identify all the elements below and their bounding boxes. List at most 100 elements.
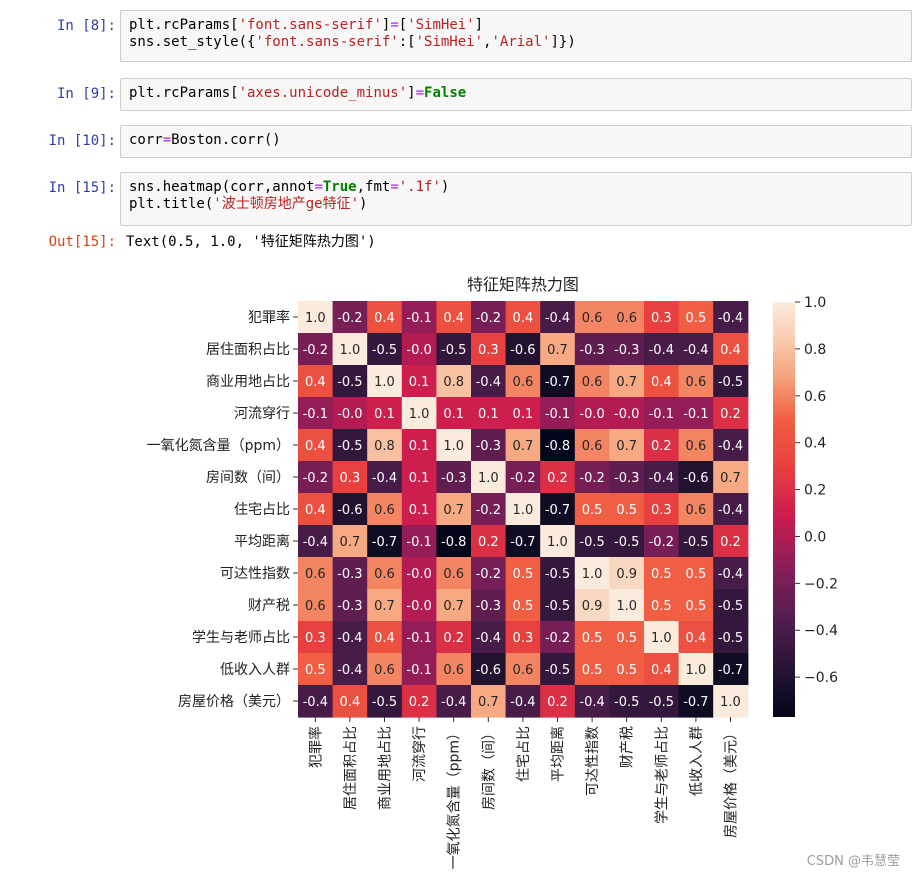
heatmap-cell [436, 461, 472, 494]
heatmap-cell [471, 493, 507, 526]
code-cell-9[interactable]: plt.rcParams['axes.unicode_minus']=False [120, 78, 912, 111]
cell-annotation: -0.4 [303, 695, 328, 710]
heatmap-cell [678, 557, 714, 590]
heatmap-cell [367, 461, 403, 494]
cell-annotation: 0.5 [686, 599, 707, 614]
cell-annotation: -0.1 [406, 535, 431, 550]
heatmap-cell [540, 429, 576, 462]
cell-annotation: -0.4 [510, 695, 535, 710]
heatmap-cell [332, 429, 368, 462]
cell-annotation: 1.0 [547, 535, 568, 550]
code-cell-15[interactable]: sns.heatmap(corr,annot=True,fmt='.1f') pl… [120, 172, 912, 226]
heatmap-cell [436, 621, 472, 654]
cell-annotation: 0.6 [374, 567, 395, 582]
cell-annotation: 0.3 [513, 631, 534, 646]
cell-annotation: -0.2 [476, 503, 501, 518]
cell-annotation: -0.0 [406, 343, 431, 358]
heatmap-cell [332, 461, 368, 494]
cell-annotation: 0.4 [305, 375, 326, 390]
cell-annotation: 0.2 [651, 439, 672, 454]
cell-annotation: 0.2 [478, 535, 499, 550]
heatmap-cell [713, 397, 749, 430]
cell-annotation: 0.9 [616, 567, 637, 582]
heatmap-cell [367, 429, 403, 462]
heatmap-cell [401, 493, 437, 526]
heatmap-cell [574, 557, 610, 590]
heatmap-cell [298, 461, 334, 494]
heatmap-cell [678, 461, 714, 494]
heatmap-cell [401, 397, 437, 430]
y-tick-label: 可达性指数 [220, 566, 290, 582]
cell-annotation: 0.7 [443, 503, 464, 518]
heatmap-cell [644, 589, 680, 622]
cell-annotation: -0.3 [614, 343, 639, 358]
cell-annotation: -0.2 [579, 471, 604, 486]
cell-annotation: 0.1 [409, 439, 430, 454]
cell-annotation: 0.5 [582, 631, 603, 646]
heatmap-cell [367, 557, 403, 590]
code-cell-10[interactable]: corr=Boston.corr() [120, 125, 912, 158]
heatmap-cell [436, 397, 472, 430]
cell-annotation: -0.4 [718, 311, 743, 326]
cell-annotation: -0.3 [337, 599, 362, 614]
y-tick-label: 商业用地占比 [206, 374, 290, 390]
cell-annotation: 0.5 [513, 567, 534, 582]
cell-prompt-9: In [9]: [56, 86, 116, 102]
cell-annotation: -0.4 [683, 343, 708, 358]
code-cell-8[interactable]: plt.rcParams['font.sans-serif']=['SimHei… [120, 10, 912, 62]
heatmap-cell [298, 621, 334, 654]
colorbar-tick-label: 0.0 [804, 529, 826, 545]
heatmap-cell [540, 557, 576, 590]
cell-annotation: -0.1 [649, 407, 674, 422]
heatmap-cell [713, 493, 749, 526]
cell-annotation: 0.2 [443, 631, 464, 646]
cell-annotation: -0.1 [406, 631, 431, 646]
heatmap-cell [540, 397, 576, 430]
heatmap-cell [401, 557, 437, 590]
heatmap-cell [367, 589, 403, 622]
cell-prompt-10: In [10]: [48, 133, 116, 149]
cell-annotation: 0.1 [409, 471, 430, 486]
heatmap-cell [505, 365, 541, 398]
colorbar-tick-label: 0.4 [804, 436, 826, 452]
heatmap-cell [678, 653, 714, 686]
cell-annotation: 0.8 [374, 439, 395, 454]
heatmap-cell [574, 365, 610, 398]
heatmap-cell [505, 493, 541, 526]
cell-annotation: 0.3 [340, 471, 361, 486]
heatmap-cell [298, 557, 334, 590]
cell-annotation: -0.6 [683, 471, 708, 486]
heatmap-cell [401, 429, 437, 462]
cell-annotation: -0.0 [614, 407, 639, 422]
cell-annotation: 0.4 [305, 503, 326, 518]
cell-annotation: 1.0 [409, 407, 430, 422]
cell-annotation: 0.1 [409, 375, 430, 390]
heatmap-cell [644, 365, 680, 398]
colorbar [773, 302, 795, 717]
heatmap-cell [505, 301, 541, 334]
heatmap-cell [609, 557, 645, 590]
heatmap-cell [574, 589, 610, 622]
cell-annotation: 0.6 [374, 503, 395, 518]
heatmap-cell [436, 301, 472, 334]
cell-annotation: -0.5 [649, 695, 674, 710]
x-tick-label: 河流穿行 [412, 726, 428, 782]
y-tick-label: 住宅占比 [234, 502, 290, 518]
heatmap-cell [298, 493, 334, 526]
heatmap-cell [505, 685, 541, 718]
heatmap-cell [505, 621, 541, 654]
cell-annotation: -0.3 [476, 439, 501, 454]
cell-annotation: 0.1 [409, 503, 430, 518]
cell-annotation: -0.2 [476, 311, 501, 326]
heatmap-cell [644, 301, 680, 334]
cell-annotation: 0.5 [686, 567, 707, 582]
x-tick-label: 可达性指数 [585, 726, 601, 796]
heatmap-cell [713, 557, 749, 590]
heatmap-cell [332, 653, 368, 686]
cell-annotation: -0.4 [441, 695, 466, 710]
cell-annotation: -0.3 [579, 343, 604, 358]
cell-annotation: 0.5 [582, 663, 603, 678]
heatmap-cell [471, 301, 507, 334]
heatmap-cell [713, 589, 749, 622]
heatmap-cell [332, 525, 368, 558]
